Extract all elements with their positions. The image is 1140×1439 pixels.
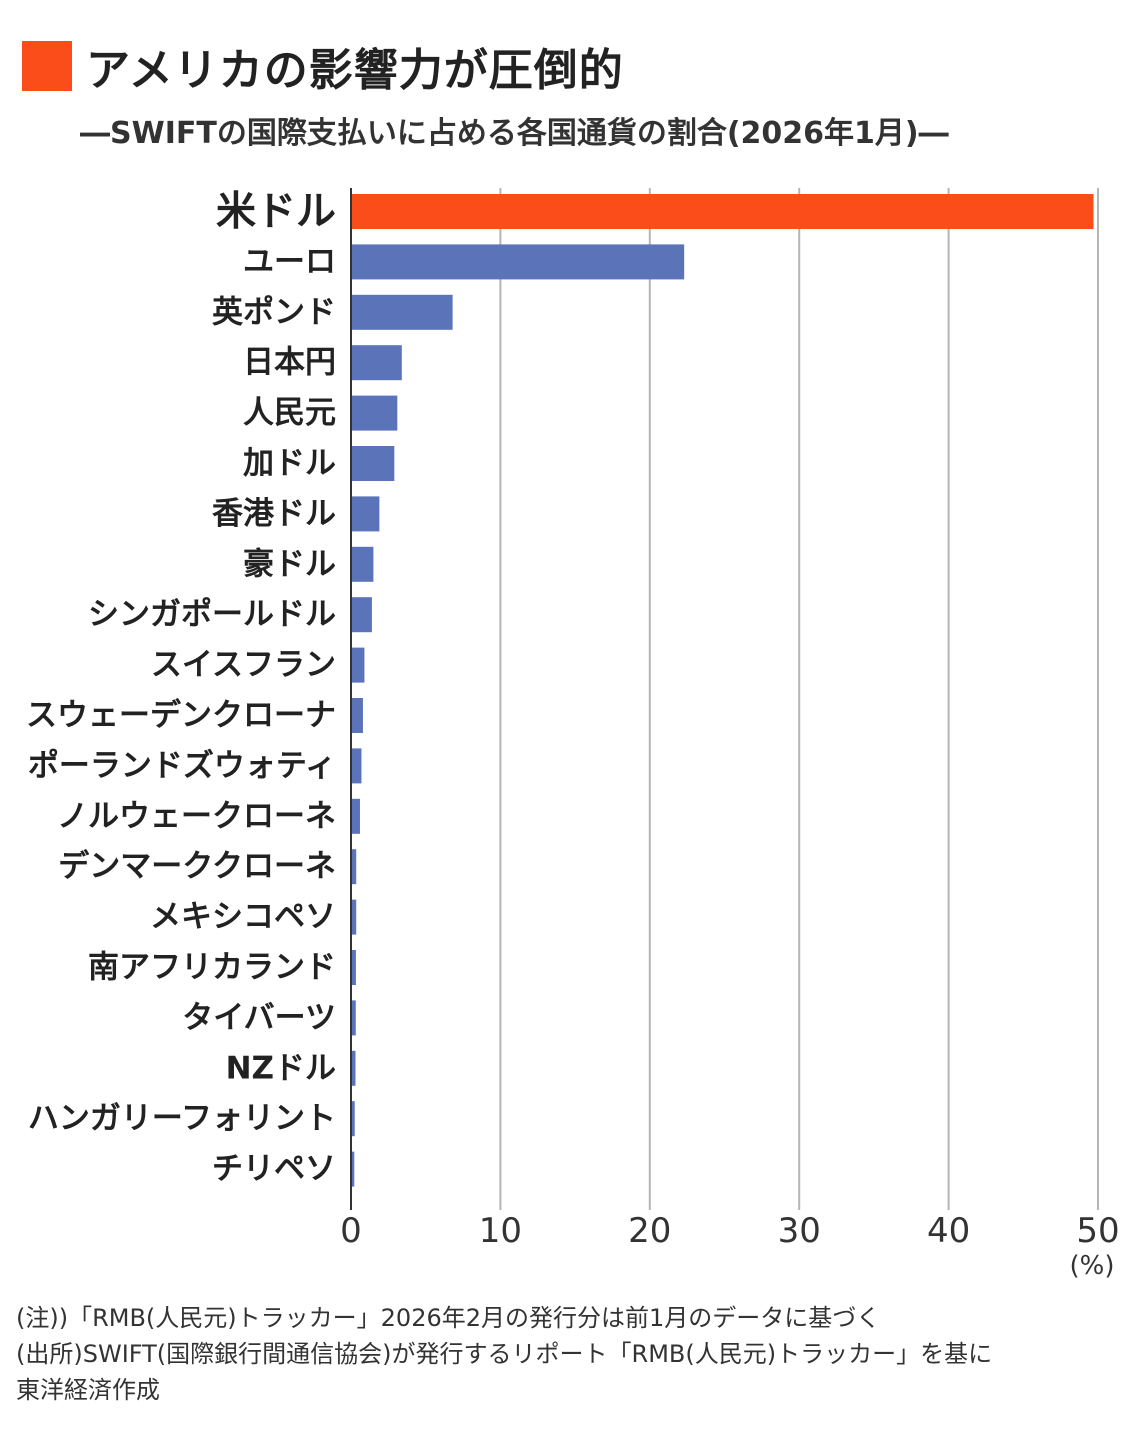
x-tick-label: 0 [340,1211,362,1251]
category-label: 南アフリカランド [88,950,336,986]
category-label: 米ドル [216,189,336,235]
footnote-note: (注))「RMB(人民元)トラッカー」2026年2月の発行分は前1月のデータに基… [16,1304,881,1332]
x-tick-label: 30 [778,1211,821,1251]
bar-chart: 米ドルユーロ英ポンド日本円人民元加ドル香港ドル豪ドルシンガポールドルスイスフラン… [26,188,1120,1281]
category-label: ノルウェークローネ [57,798,336,834]
category-label: シンガポールドル [88,597,336,633]
bar [351,647,365,683]
bar [351,899,357,935]
bar [351,748,362,784]
bar [351,798,360,834]
bar [351,1000,356,1036]
category-label: デンマーククローネ [58,849,336,885]
category-label: チリペソ [212,1151,336,1187]
x-tick-label: 20 [628,1211,671,1251]
bar [351,698,363,733]
category-label: メキシコペソ [150,899,336,935]
x-tick-label: 10 [479,1211,522,1251]
bar [351,294,453,330]
category-label: スイスフラン [151,647,336,683]
category-label: 人民元 [243,395,336,431]
category-label: ポーランドズウォティ [28,748,336,784]
bar [351,950,356,985]
footnote-credit: 東洋経済作成 [16,1376,160,1404]
bar [351,849,357,885]
chart-subtitle: ―SWIFTの国際支払いに占める各国通貨の割合(2026年1月)― [80,116,949,151]
x-tick-label: 40 [927,1211,970,1251]
bar [351,1151,355,1187]
category-label: NZドル [226,1050,336,1086]
bar [351,345,402,381]
bar [351,1050,356,1086]
bar [351,446,395,481]
category-label: 豪ドル [243,546,336,582]
category-label: ユーロ [243,244,336,280]
bar [351,496,380,532]
category-label: 香港ドル [212,496,336,532]
category-label: 日本円 [243,345,336,381]
category-label: スウェーデンクローナ [26,698,336,734]
category-label: 英ポンド [212,294,336,330]
footnote-source: (出所)SWIFT(国際銀行間通信協会)が発行するリポート「RMB(人民元)トラ… [16,1340,993,1368]
footnotes: (注))「RMB(人民元)トラッカー」2026年2月の発行分は前1月のデータに基… [16,1300,992,1408]
category-label: ハンガリーフォリント [28,1101,336,1137]
bar [351,244,685,280]
bar [351,194,1094,229]
title-block: アメリカの影響力が圧倒的 [22,40,624,96]
bar [351,395,398,431]
bar [351,1101,355,1137]
category-label: 加ドル [243,446,336,482]
title-marker [22,41,72,91]
chart-title: アメリカの影響力が圧倒的 [86,45,624,96]
bar [351,597,372,633]
category-label: タイバーツ [182,1000,336,1036]
bar [351,546,374,582]
x-unit-label: (%) [1070,1251,1115,1281]
x-tick-label: 50 [1076,1211,1119,1251]
